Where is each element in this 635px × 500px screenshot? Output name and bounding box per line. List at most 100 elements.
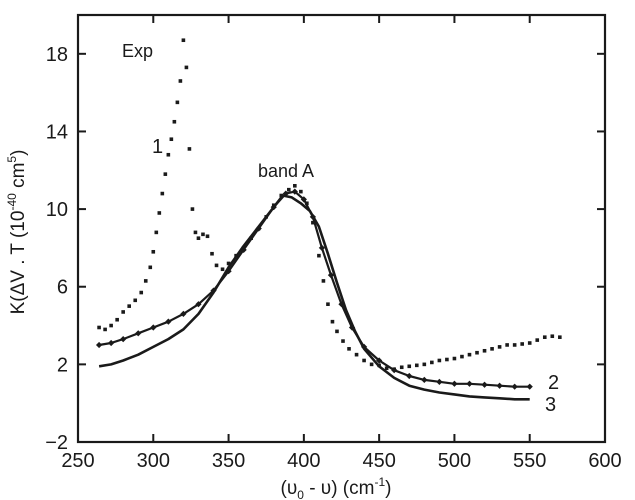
series-2-point [327,271,335,279]
series-1-point [527,341,532,345]
series-2-point [376,357,383,364]
series-1-point [139,290,144,295]
series-1-point [148,265,153,270]
series-2-point [451,380,458,387]
series-1-point [172,119,177,124]
annotation-exp: Exp [122,41,153,61]
series-1-point [362,358,366,363]
series-1-point [175,100,180,105]
x-tick-label: 350 [212,450,245,472]
series-2-point [95,341,103,349]
series-1-point [445,357,449,362]
series-1-point [535,338,540,342]
series-1-point [157,211,162,215]
series-2-point [466,380,473,387]
x-tick-label: 250 [61,450,94,472]
series-1-point [127,304,131,308]
series-1-point [287,187,291,192]
series-1-point [482,348,487,353]
series-1-point [341,339,345,343]
series-1-point [311,220,315,225]
series-1-point [512,343,517,347]
series-1-point [201,232,205,237]
series-1-point [196,236,201,241]
series-label-2: 2 [548,372,559,394]
series-1-point [430,360,434,365]
series-1-point [437,358,442,363]
plot-frame [76,13,607,444]
y-tick-label: 18 [46,44,68,66]
y-tick-label: 6 [57,277,68,299]
series-1-point [369,362,374,367]
series-1-point [187,147,192,151]
annotation-band-a: band A [258,161,314,181]
series-2-point [135,330,142,337]
series-layer [95,38,562,401]
series-1-point [214,263,219,268]
series-2-point [436,378,443,385]
series-1-point [347,347,351,351]
series-2-point [406,372,413,380]
series-1-point [497,345,502,349]
series-1-point [520,342,524,346]
series-3 [98,194,530,401]
x-tick-label: 550 [513,450,546,472]
series-1-point [115,317,119,322]
series-3-line [98,194,530,401]
series-1-point [452,356,457,361]
series-2-point [481,381,488,388]
series-label-1: 1 [152,136,163,158]
series-1-point [460,354,464,359]
series-1-point [558,335,562,339]
x-tick-label: 450 [362,450,395,472]
series-1-point [178,79,183,83]
series-1-point [220,267,225,272]
series-2-point [108,339,115,347]
series-1-point [184,65,189,70]
x-tick-label: 400 [287,450,320,472]
series-1-point [505,343,509,347]
series-2-point [496,382,503,389]
series-label-3: 3 [545,394,556,416]
series-1-point [169,137,174,142]
series-1-point [414,363,419,368]
series-1-point [160,191,165,196]
x-tick-label: 600 [588,450,621,472]
series-1-point [542,335,547,339]
series-1-point [121,310,125,314]
series-1-point [103,327,107,332]
y-tick-label: 10 [46,199,68,221]
series-2-point [391,367,398,374]
series-1-point [354,352,359,357]
y-tick-label: 2 [57,354,68,376]
y-tick-label: −2 [45,432,68,454]
series-1-point [205,234,210,239]
series-1-point [293,184,297,188]
series-1-point [330,319,335,324]
series-1-point [190,207,195,211]
x-tick-label: 500 [438,450,471,472]
series-1-point [384,366,389,371]
series-1-point [335,329,339,334]
series-1-point [317,253,321,258]
series-1-point [467,352,472,357]
series-1-point [193,230,198,235]
series-1-point [151,249,156,254]
series-1-point [133,298,138,303]
series-1-point [109,323,113,328]
series-2-point [421,376,428,384]
series-1-point [550,334,555,339]
series-1-point [326,302,330,306]
y-axis-label: K(ΔV . T (10-40 cm5) [5,150,29,315]
series-2-point [511,383,518,390]
series-2-point [526,383,533,390]
y-tick-label: 14 [46,121,68,143]
series-1-point [154,230,159,235]
series-1-point [475,350,479,355]
series-1-point [210,251,214,256]
series-2-point [150,324,157,331]
series-1-point [490,347,494,351]
series-1-point [166,152,171,157]
series-1-point [226,261,231,266]
